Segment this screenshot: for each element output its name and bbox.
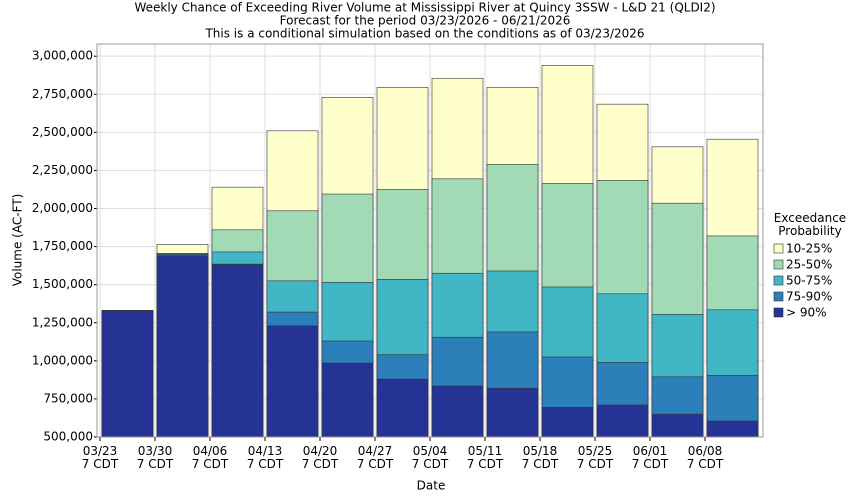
chart-title: Weekly Chance of Exceeding River Volume … [134,1,715,15]
legend-label: > 90% [786,306,827,320]
legend-swatch [773,275,784,286]
bar [101,310,154,438]
legend-swatch [773,243,784,254]
bar [156,255,209,438]
y-tick-label: 1,500,000 [32,277,93,291]
y-tick-label: 1,250,000 [32,315,93,329]
bar [266,325,319,438]
x-tick-label: 05/11 7 CDT [466,444,504,471]
bar [431,385,484,438]
x-tick-label: 06/08 7 CDT [686,444,724,471]
x-tick-label: 04/27 7 CDT [356,444,394,471]
bar [596,404,649,438]
legend-label: 50-75% [786,274,832,288]
x-tick-label: 04/20 7 CDT [301,444,339,471]
y-tick-label: 3,000,000 [32,49,93,63]
legend-swatch [773,259,784,270]
y-axis-label: Volume (AC-FT) [11,194,25,287]
x-tick-label: 06/01 7 CDT [631,444,669,471]
x-axis-label: Date [417,479,446,493]
y-tick-label: 2,000,000 [32,201,93,215]
x-tick-label: 03/30 7 CDT [136,444,174,471]
x-tick-label: 03/23 7 CDT [81,444,119,471]
x-tick-label: 04/06 7 CDT [191,444,229,471]
bar [541,406,594,438]
y-tick-label: 2,500,000 [32,125,93,139]
bar [486,387,539,438]
y-tick-label: 750,000 [43,391,93,405]
legend-swatch [773,307,784,318]
legend-label: 75-90% [786,290,832,304]
bar [651,413,704,438]
chart-note: This is a conditional simulation based o… [204,27,644,41]
legend-label: 25-50% [786,258,832,272]
y-tick-label: 2,250,000 [32,163,93,177]
y-tick-label: 1,750,000 [32,239,93,253]
bar [376,378,429,438]
bar [706,420,759,438]
plot-frame [96,43,764,438]
legend-title: Exceedance Probability [773,211,847,238]
y-tick-label: 1,000,000 [32,353,93,367]
y-tick-label: 2,750,000 [32,87,93,101]
legend-swatch [773,291,784,302]
chart-subtitle: Forecast for the period 03/23/2026 - 06/… [280,14,571,28]
x-tick-label: 05/04 7 CDT [411,444,449,471]
bar [321,362,374,438]
y-tick-label: 500,000 [43,430,93,444]
bar [211,264,264,438]
x-tick-label: 04/13 7 CDT [246,444,284,471]
legend-label: 10-25% [786,242,832,256]
x-tick-label: 05/25 7 CDT [576,444,614,471]
x-tick-label: 05/18 7 CDT [521,444,559,471]
